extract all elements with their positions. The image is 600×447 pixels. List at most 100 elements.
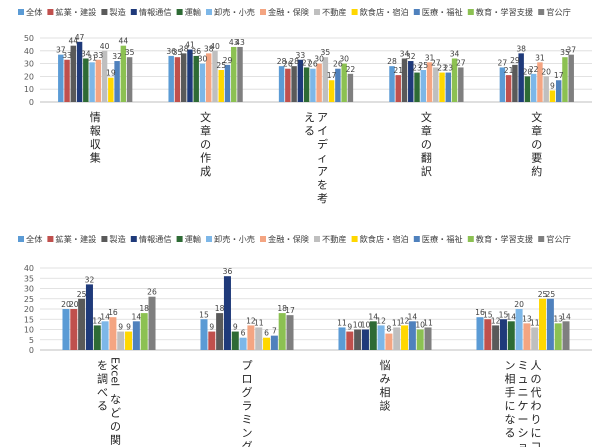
legend-item: 教育・学習支援 (467, 7, 533, 17)
bar (187, 49, 193, 102)
data-label: 12 (246, 316, 256, 325)
bar (322, 57, 329, 102)
legend-swatch (18, 236, 24, 242)
legend-item: 全体 (18, 234, 42, 244)
legend-item: 情報通信 (130, 7, 172, 17)
bar (401, 325, 409, 350)
data-label: 7 (272, 327, 277, 336)
data-label: 14 (506, 312, 516, 321)
data-label: 20 (61, 300, 71, 309)
bar (278, 313, 286, 350)
category-text: の (421, 138, 432, 151)
legend-swatch (413, 9, 420, 15)
data-label: 36 (223, 267, 233, 276)
legend-label: 金融・保険 (268, 234, 309, 244)
data-label: 30 (339, 55, 349, 64)
legend-item: 金融・保険 (260, 7, 309, 17)
data-label: 28 (387, 57, 397, 66)
data-label: 10 (361, 321, 371, 330)
bar (62, 309, 70, 350)
category-text: な (110, 393, 121, 406)
bar (530, 73, 537, 102)
data-label: 25 (538, 290, 548, 299)
category-text: 章 (421, 124, 432, 138)
category-text: べ (97, 386, 108, 399)
data-label: 15 (499, 310, 509, 319)
data-label: 35 (560, 48, 570, 57)
data-label: 9 (209, 323, 214, 332)
bar (507, 321, 515, 350)
legend-label: 卸売・小売 (214, 234, 255, 244)
legend-label: 運輸 (185, 7, 201, 17)
bar (199, 63, 206, 102)
data-label: 27 (431, 58, 441, 67)
bar (208, 331, 216, 350)
data-label: 34 (81, 49, 91, 58)
legend-swatch (206, 9, 212, 15)
legend-swatch (314, 9, 320, 15)
bar (518, 53, 524, 102)
data-label: 8 (386, 325, 391, 334)
data-label: 41 (185, 41, 195, 50)
bar (393, 327, 401, 350)
data-label: 35 (125, 48, 135, 57)
legend-item: 卸売・小売 (206, 7, 255, 17)
category-text: ミ (242, 413, 253, 426)
legend-item: 飲食店・宿泊 (351, 234, 409, 244)
legend-swatch (260, 9, 266, 15)
bar (562, 321, 570, 350)
data-label: 15 (483, 310, 493, 319)
bar (512, 64, 518, 102)
data-label: 28 (289, 57, 299, 66)
bar (554, 323, 562, 350)
data-label: 14 (100, 312, 110, 321)
y-tick-label: 10 (24, 85, 34, 94)
bar (95, 59, 102, 102)
legend-item: 教育・学習支援 (467, 234, 533, 244)
legend-item: 官公庁 (538, 234, 571, 244)
bar (101, 321, 109, 350)
data-label: 20 (523, 67, 533, 76)
bar (537, 62, 543, 102)
legend-swatch (538, 9, 545, 15)
category-text: コ (531, 440, 542, 447)
legend-item: 鉱業・建設 (47, 7, 96, 17)
data-label: 25 (418, 61, 428, 70)
category-text: み (380, 373, 391, 386)
data-label: 10 (415, 321, 425, 330)
legend-item: 鉱業・建設 (47, 234, 96, 244)
legend-label: 情報通信 (139, 7, 172, 17)
data-label: 17 (285, 306, 295, 315)
data-label: 40 (210, 42, 220, 51)
category-text: り (531, 413, 542, 426)
bar (377, 325, 385, 350)
y-tick-label: 0 (29, 346, 34, 355)
bar (148, 296, 156, 350)
category-text: 文 (200, 110, 211, 124)
bar (239, 337, 247, 350)
category-text: ミ (518, 359, 529, 372)
data-label: 20 (541, 67, 551, 76)
bar (408, 321, 416, 350)
data-label: 25 (216, 61, 226, 70)
bar (126, 57, 133, 102)
y-tick-label: 25 (24, 295, 34, 304)
category-text: の (531, 373, 542, 386)
legend-label: 鉱業・建設 (55, 234, 96, 244)
legend: 全体 鉱業・建設 製造 情報通信 運輸 卸売・小売 金融・保険 不動産 飲食店・宿泊 医療・福祉 教… (18, 7, 571, 17)
legend-swatch (314, 236, 320, 242)
data-label: 25 (77, 290, 87, 299)
category-text: の (110, 420, 121, 433)
data-label: 11 (254, 318, 264, 327)
bar (263, 337, 271, 350)
legend-swatch (413, 236, 420, 242)
bar (278, 66, 285, 102)
bar (216, 313, 224, 350)
data-label: 35 (173, 48, 183, 57)
legend-item: 全体 (18, 7, 42, 17)
bar (78, 298, 86, 350)
category-text: 調 (97, 372, 108, 386)
data-label: 11 (530, 318, 540, 327)
